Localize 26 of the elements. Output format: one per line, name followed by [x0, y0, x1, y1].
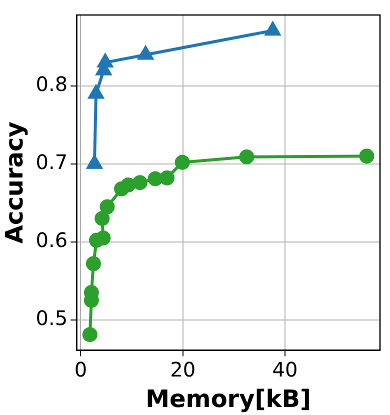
- point: [132, 175, 148, 190]
- point: [100, 199, 115, 214]
- x-tick-label: 40: [272, 357, 298, 382]
- x-axis-title: Memory[kB]: [146, 384, 311, 413]
- point: [98, 54, 113, 68]
- y-tick-label: 0.8: [36, 72, 68, 96]
- point: [86, 256, 101, 272]
- point: [174, 154, 190, 170]
- point: [96, 230, 111, 246]
- y-tick-label: 0.7: [36, 150, 68, 174]
- point: [94, 210, 110, 226]
- point: [359, 148, 374, 164]
- point: [82, 327, 98, 342]
- point: [160, 170, 175, 186]
- point: [86, 155, 102, 169]
- y-tick-label: 0.6: [36, 228, 68, 252]
- point: [120, 177, 136, 192]
- point: [148, 171, 163, 186]
- point: [138, 46, 154, 60]
- x-tick-label: 20: [170, 357, 196, 382]
- x-tick-label: 0: [74, 357, 88, 382]
- y-axis-title: Accuracy: [0, 121, 29, 244]
- point: [265, 22, 280, 36]
- y-tick-label: 0.5: [36, 306, 68, 330]
- point: [239, 149, 254, 164]
- point: [88, 85, 104, 99]
